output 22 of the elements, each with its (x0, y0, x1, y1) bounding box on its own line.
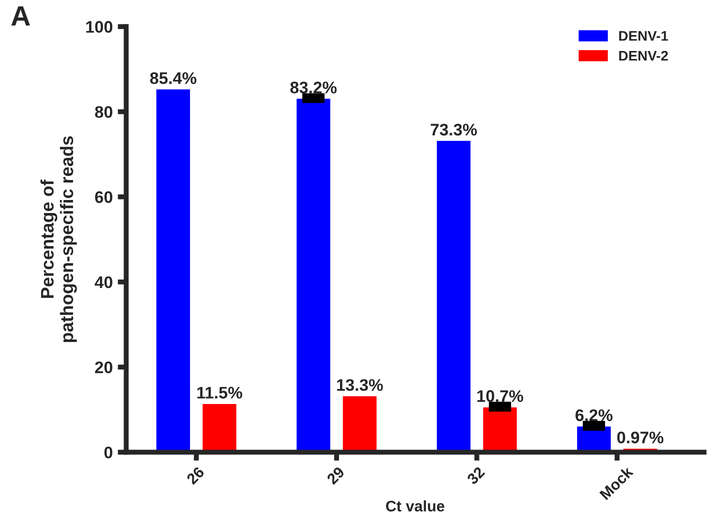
data-label: 83.2% (290, 82, 337, 94)
text: A (11, 6, 30, 26)
x-tick-label: 29 (326, 466, 346, 485)
data-label: 73.3% (430, 124, 477, 136)
y-tick-label: 20 (95, 361, 112, 374)
data-label: 6.2% (576, 409, 612, 422)
data-label: 10.7% (477, 390, 524, 402)
legend-label: DENV-2 (619, 50, 668, 61)
y-axis-title: Percentage of pathogen-specific reads (40, 136, 77, 342)
x-tick-label: 32 (466, 466, 486, 486)
data-label: 0.97% (617, 432, 664, 444)
y-tick-label: 100 (86, 21, 112, 33)
x-tick-label: 26 (186, 466, 205, 485)
y-tick-label: 60 (95, 191, 112, 204)
y-tick-label: 40 (94, 276, 112, 288)
legend-label: DENV-1 (619, 31, 668, 41)
data-label: 13.3% (337, 379, 383, 391)
y-tick-label: 80 (95, 106, 112, 118)
data-label: 11.5% (197, 386, 242, 399)
x-axis-title: Ct value (386, 500, 444, 512)
data-label: 85.4% (150, 72, 196, 84)
y-tick-label: 0 (104, 446, 112, 458)
